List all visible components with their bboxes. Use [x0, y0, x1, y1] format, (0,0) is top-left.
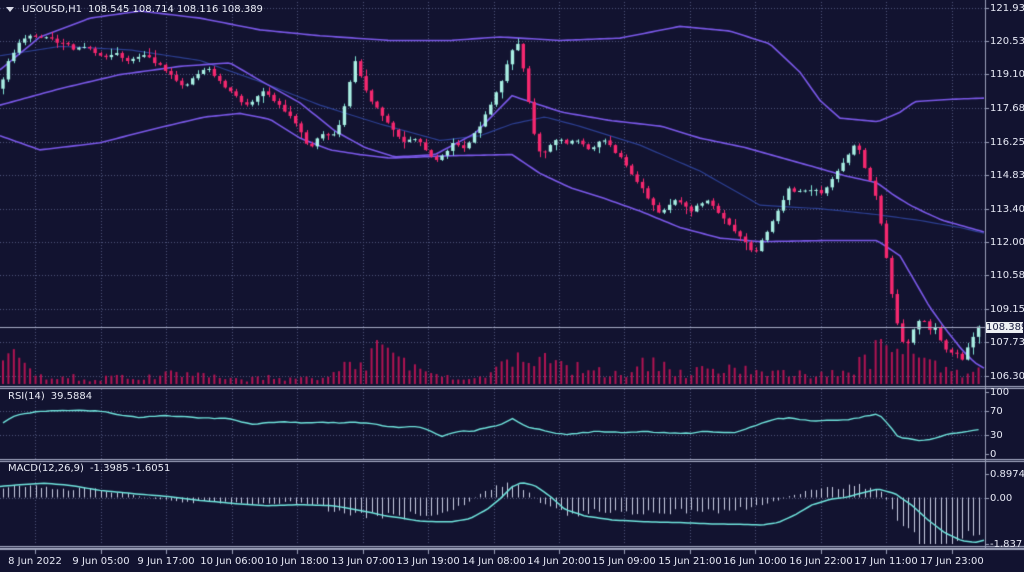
price-tick-label: 106.305 [990, 370, 1024, 382]
macd-scale-label: 0.00 [990, 492, 1013, 504]
rsi-indicator-name: RSI(14) [8, 391, 45, 402]
current-price-value: 108.389 [986, 322, 1024, 333]
price-tick-label: 120.530 [990, 35, 1024, 47]
rsi-scale-label: 100 [990, 387, 1010, 398]
macd-indicator-name: MACD(12,26,9) [8, 463, 84, 474]
price-tick-label: 110.580 [990, 270, 1024, 282]
price-tick-label: 107.730 [990, 337, 1024, 349]
time-axis[interactable]: 8 Jun 2022 9 Jun 05:00 9 Jun 17:00 10 Jun 0… [0, 550, 1024, 572]
price-tick-label: 119.105 [990, 69, 1024, 81]
price-axis[interactable]: 121.930 120.530 119.105 117.680 116.255 114.8… [985, 0, 1024, 550]
time-tick-label: 14 Jun 08:00 [462, 556, 526, 567]
price-tick-label: 109.155 [990, 303, 1024, 315]
rsi-pane-label: RSI(14) 39.5884 [8, 391, 92, 402]
macd-scale-label: 0.8974 [990, 468, 1024, 480]
ohlc-values: 108.545 108.714 108.116 108.389 [87, 4, 263, 15]
time-tick-label: 15 Jun 21:00 [658, 556, 722, 567]
rsi-scale-label: 30 [990, 430, 1003, 442]
macd-current-values: -1.3985 -1.6051 [89, 463, 171, 474]
time-tick-label: 10 Jun 18:00 [265, 556, 329, 567]
time-tick-label: 8 Jun 2022 [8, 556, 62, 567]
price-tick-label: 113.405 [990, 203, 1024, 215]
rsi-scale-label: 0 [990, 449, 997, 460]
macd-scale-label: -1.837 [990, 539, 1023, 550]
rsi-current-value: 39.5884 [50, 391, 93, 402]
time-tick-label: 13 Jun 07:00 [331, 556, 395, 567]
price-tick-label: 117.680 [990, 103, 1024, 114]
time-tick-label: 10 Jun 06:00 [200, 556, 264, 567]
time-tick-label: 9 Jun 05:00 [72, 556, 130, 567]
time-tick-label: 16 Jun 10:00 [723, 556, 787, 567]
time-tick-label: 9 Jun 17:00 [137, 556, 195, 567]
time-tick-label: 15 Jun 09:00 [592, 556, 656, 567]
current-price-tag: 108.389 [986, 322, 1024, 333]
symbol-dropdown-icon[interactable] [6, 7, 14, 12]
price-tick-label: 121.930 [990, 3, 1024, 14]
symbol-period-label: USOUSD,H1 [22, 4, 82, 15]
time-tick-label: 13 Jun 19:00 [396, 556, 460, 567]
rsi-scale-label: 70 [990, 405, 1003, 417]
macd-pane-label: MACD(12,26,9) -1.3985 -1.6051 [8, 463, 170, 474]
chart-title: USOUSD,H1 108.545 108.714 108.116 108.38… [6, 4, 263, 15]
price-tick-label: 116.255 [990, 136, 1024, 148]
time-tick-label: 17 Jun 23:00 [920, 556, 984, 567]
price-tick-label: 112.005 [990, 236, 1024, 248]
time-tick-label: 16 Jun 22:00 [789, 556, 853, 567]
price-tick-label: 114.830 [990, 170, 1024, 182]
time-tick-label: 14 Jun 20:00 [527, 556, 591, 567]
time-tick-label: 17 Jun 11:00 [854, 556, 918, 567]
